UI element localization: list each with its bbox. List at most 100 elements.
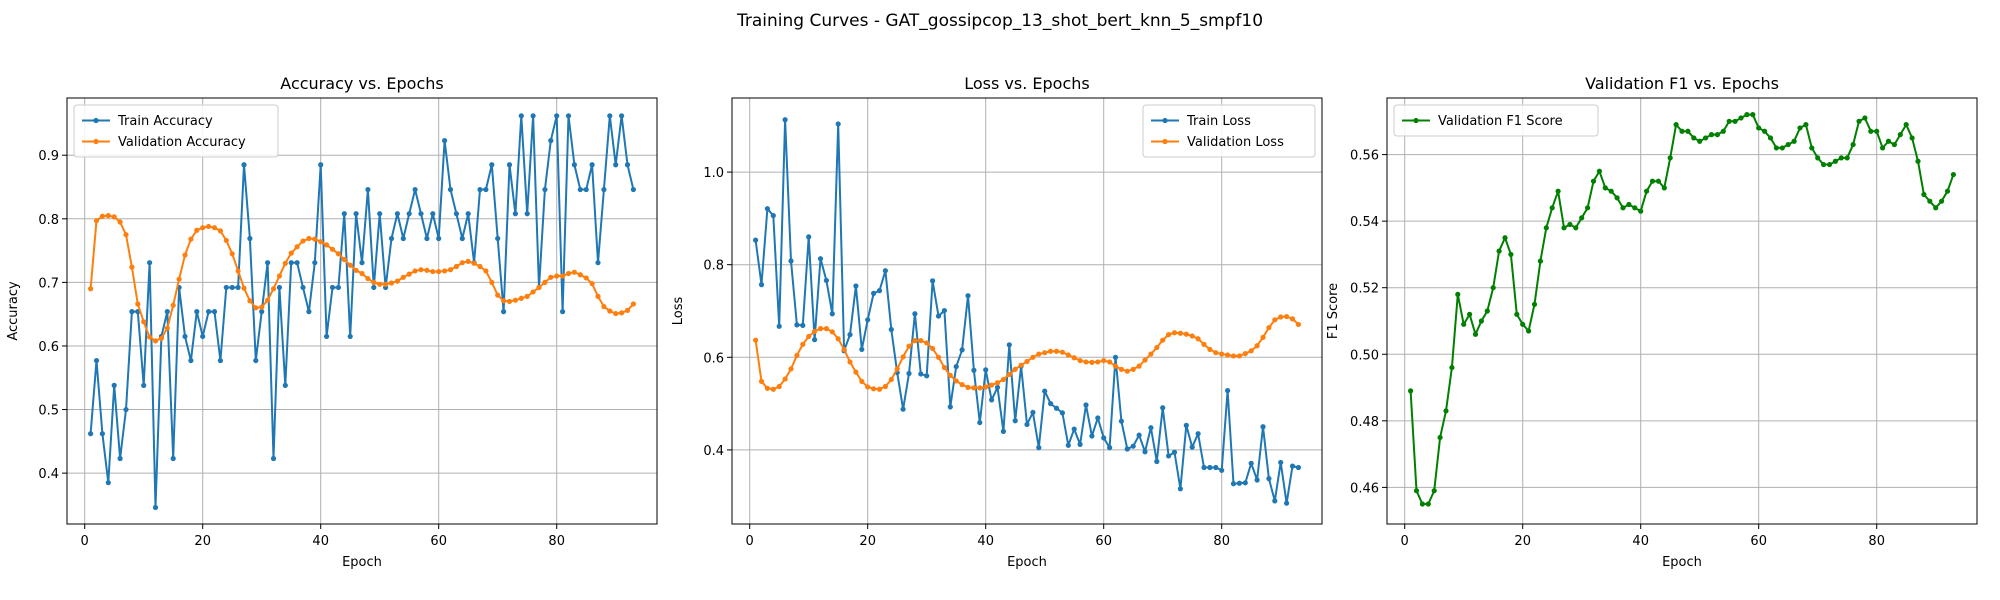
y-tick-label: 1.0 [703, 166, 724, 181]
data-point [1266, 325, 1272, 331]
y-tick-label: 0.6 [38, 340, 59, 355]
data-point [418, 267, 424, 273]
data-point [1579, 215, 1585, 221]
data-point [1632, 205, 1638, 211]
data-point [835, 121, 841, 127]
data-point [953, 378, 959, 384]
data-point [1012, 418, 1018, 424]
data-point [1638, 208, 1644, 214]
data-point [512, 297, 519, 303]
data-point [1443, 408, 1449, 414]
data-point [1891, 141, 1897, 148]
data-point [1242, 480, 1248, 486]
data-point [1030, 409, 1036, 416]
data-point [1585, 205, 1591, 211]
data-point [565, 270, 572, 277]
data-point [1667, 155, 1673, 161]
data-point [141, 319, 147, 325]
y-tick-label: 0.5 [38, 404, 59, 419]
data-point [471, 260, 477, 266]
data-point [1160, 405, 1166, 411]
y-axis-label: Loss [671, 297, 686, 326]
data-point [1065, 442, 1071, 448]
data-point [1431, 488, 1437, 494]
data-point [1260, 334, 1266, 340]
data-point [1089, 359, 1095, 365]
data-point [453, 263, 459, 270]
data-point [518, 113, 524, 119]
y-tick-label: 0.52 [1350, 282, 1379, 297]
data-point [1266, 476, 1272, 482]
data-point [1490, 285, 1496, 291]
data-point [994, 384, 1001, 390]
data-point [93, 357, 100, 364]
data-point [88, 286, 94, 292]
data-point [288, 250, 294, 256]
data-point [1644, 188, 1650, 194]
legend-label: Train Loss [1186, 114, 1251, 129]
plot-frame [731, 97, 1323, 525]
data-point [1207, 346, 1213, 353]
data-point [1744, 112, 1750, 118]
data-point [1703, 135, 1709, 141]
data-point [1903, 122, 1909, 128]
data-point [276, 284, 282, 291]
data-point [971, 385, 977, 391]
data-point [764, 385, 771, 391]
data-point [1862, 115, 1868, 121]
data-point [318, 239, 324, 245]
y-tick-label: 0.4 [703, 444, 724, 459]
data-point [1526, 328, 1532, 334]
data-point [1213, 464, 1219, 471]
data-point [176, 276, 182, 282]
data-point [977, 419, 983, 426]
data-point [930, 278, 936, 284]
data-point [1797, 125, 1803, 131]
data-point [229, 251, 235, 257]
data-point [152, 338, 159, 344]
data-point [1195, 336, 1201, 342]
data-point [876, 288, 883, 294]
legend-marker-swatch [93, 117, 99, 124]
data-point [548, 274, 554, 280]
data-point [1596, 168, 1602, 174]
data-point [1496, 248, 1502, 254]
data-point [241, 285, 247, 291]
y-tick-label: 0.46 [1350, 481, 1379, 496]
data-point [900, 406, 906, 412]
data-point [758, 378, 765, 384]
data-point [506, 162, 513, 168]
data-point [306, 235, 312, 242]
data-point [1502, 235, 1508, 241]
data-point [1874, 128, 1880, 134]
legend-box [1142, 104, 1316, 158]
data-point [424, 267, 430, 273]
data-point [1124, 368, 1130, 374]
data-point [1762, 128, 1768, 134]
data-point [1284, 500, 1290, 506]
data-point [1289, 463, 1296, 469]
data-point [442, 138, 448, 144]
data-point [912, 338, 918, 344]
legend: Train Accuracy Validation Accuracy [73, 104, 279, 158]
data-point [865, 384, 871, 390]
data-point [353, 267, 359, 273]
data-point [223, 237, 229, 244]
data-point [806, 333, 812, 340]
data-point [1295, 464, 1301, 471]
data-point [800, 322, 806, 328]
data-point [1455, 291, 1461, 297]
data-point [388, 235, 395, 242]
data-point [906, 370, 912, 377]
x-tick-label: 60 [1750, 534, 1767, 549]
data-point [882, 383, 889, 390]
data-point [1661, 185, 1667, 191]
data-point [1059, 349, 1065, 355]
data-point [1242, 351, 1248, 357]
data-point [1142, 449, 1148, 455]
data-point [1183, 422, 1189, 428]
data-point [506, 298, 513, 305]
data-point [182, 333, 188, 340]
data-point [788, 366, 794, 372]
data-point [1791, 138, 1797, 144]
